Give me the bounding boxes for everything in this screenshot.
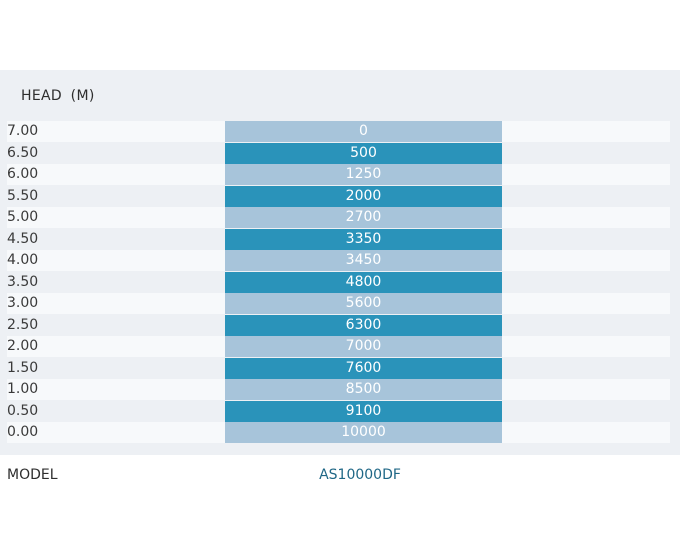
flow-value-cell: 7000: [225, 336, 502, 357]
table-row: 3.00 5600: [7, 293, 670, 314]
flow-value-cell: 3450: [225, 250, 502, 271]
flow-value-cell: 4800: [225, 271, 502, 293]
head-value: 2.50: [7, 316, 39, 333]
flow-value-cell: 3350: [225, 228, 502, 250]
table-row: 5.00 2700: [7, 207, 670, 228]
head-value: 1.00: [7, 381, 39, 397]
head-value: 3.50: [7, 273, 39, 290]
flow-value-cell: 1250: [225, 164, 502, 185]
flow-value-cell: 8500: [225, 379, 502, 400]
table-row: 4.00 3450: [7, 250, 670, 271]
flow-value-cell: 2000: [225, 185, 502, 207]
table-row: 3.50 4800: [7, 271, 670, 293]
head-value: 1.50: [7, 359, 39, 376]
head-value: 4.50: [7, 230, 39, 247]
table-row: 2.50 6300: [7, 314, 670, 336]
table-row: 2.00 7000: [7, 336, 670, 357]
model-value: AS10000DF: [319, 467, 401, 483]
head-value: 3.00: [7, 295, 39, 311]
head-value: 5.00: [7, 209, 39, 225]
head-value: 5.50: [7, 187, 39, 204]
flow-value-cell: 7600: [225, 357, 502, 379]
flow-value-cell: 5600: [225, 293, 502, 314]
flow-value-cell: 9100: [225, 400, 502, 422]
table-row: 6.00 1250: [7, 164, 670, 185]
head-column-header: HEAD (M): [21, 88, 95, 104]
head-value: 0.00: [7, 424, 39, 440]
table-row: 1.50 7600: [7, 357, 670, 379]
table-row: 5.50 2000: [7, 185, 670, 207]
table-row: 6.50 500: [7, 142, 670, 164]
flow-value-cell: 10000: [225, 422, 502, 443]
head-value: 6.00: [7, 166, 39, 182]
model-label: MODEL: [7, 467, 58, 483]
head-value: 7.00: [7, 123, 39, 139]
table-row: 7.00 0: [7, 121, 670, 142]
head-value: 6.50: [7, 144, 39, 161]
flow-value-cell: 0: [225, 121, 502, 142]
table-row: 1.00 8500: [7, 379, 670, 400]
table-row: 0.50 9100: [7, 400, 670, 422]
flow-value-cell: 500: [225, 142, 502, 164]
head-value: 4.00: [7, 252, 39, 268]
flow-value-cell: 6300: [225, 314, 502, 336]
table-row: 0.00 10000: [7, 422, 670, 443]
table-row: 4.50 3350: [7, 228, 670, 250]
flow-value-cell: 2700: [225, 207, 502, 228]
head-value: 2.00: [7, 338, 39, 354]
head-value: 0.50: [7, 402, 39, 419]
